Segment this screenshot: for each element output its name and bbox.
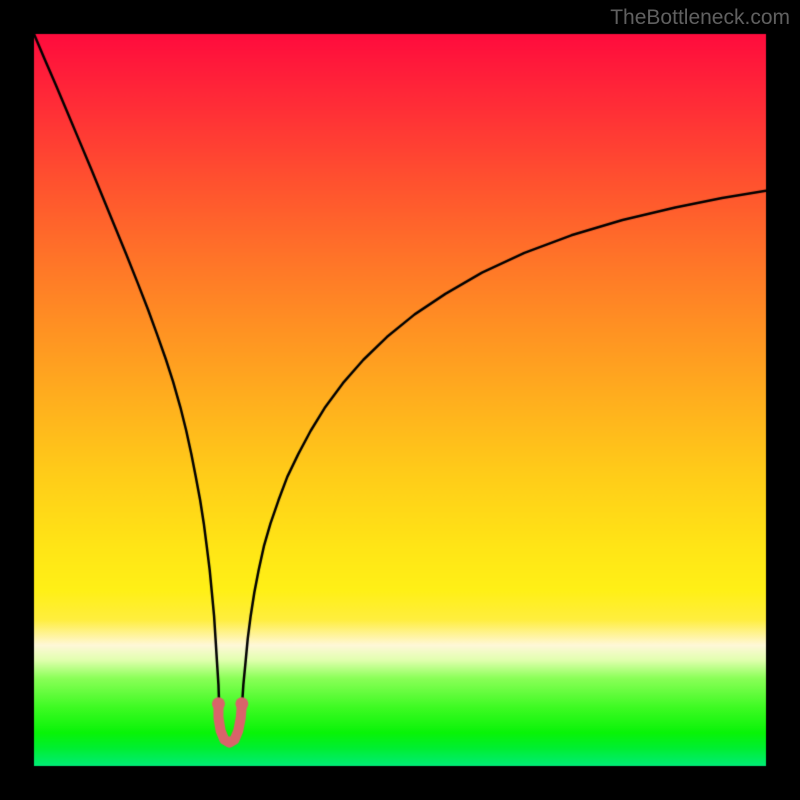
bottleneck-chart-canvas bbox=[0, 0, 800, 800]
chart-container: TheBottleneck.com bbox=[0, 0, 800, 800]
watermark-text: TheBottleneck.com bbox=[610, 6, 790, 30]
